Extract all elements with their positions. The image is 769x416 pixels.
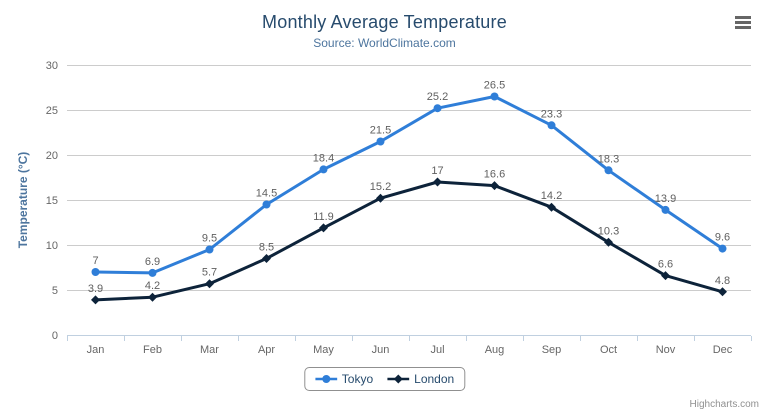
data-label: 4.2: [145, 280, 160, 292]
data-label: 4.8: [715, 275, 730, 287]
data-label: 11.9: [313, 211, 334, 223]
y-axis-tick-label: 10: [46, 240, 58, 252]
x-axis-label: Jun: [372, 344, 390, 356]
x-axis-label: Apr: [258, 344, 275, 356]
data-label: 3.9: [88, 283, 103, 295]
x-axis-label: Oct: [600, 344, 617, 356]
tokyo-data-point[interactable]: [718, 244, 727, 253]
data-label: 5.7: [202, 267, 217, 279]
data-label: 18.4: [313, 152, 334, 164]
tokyo-data-point[interactable]: [91, 268, 100, 276]
tokyo-data-point[interactable]: [433, 104, 442, 113]
x-axis-label: Mar: [200, 344, 219, 356]
data-label: 26.5: [484, 80, 505, 92]
london-series-line: [94, 180, 724, 302]
x-axis-label: Feb: [143, 344, 162, 356]
data-label: 13.9: [655, 193, 676, 205]
data-label: 15.2: [370, 181, 391, 193]
legend-label: London: [414, 372, 455, 386]
data-label: 14.5: [256, 188, 277, 200]
data-label: 9.5: [202, 233, 217, 245]
london-data-point[interactable]: [262, 254, 271, 263]
x-axis-label: Aug: [485, 344, 505, 356]
x-axis-label: Jan: [87, 344, 105, 356]
data-label: 14.2: [541, 190, 562, 202]
london-data-point[interactable]: [718, 287, 727, 297]
london-data-point[interactable]: [547, 202, 556, 212]
y-axis-tick-label: 30: [46, 60, 58, 72]
london-data-point[interactable]: [91, 295, 100, 305]
london-legend-marker-icon: [387, 374, 410, 384]
y-axis-tick-label: 25: [46, 105, 58, 117]
y-axis-tick-label: 15: [46, 195, 58, 207]
tokyo-data-point[interactable]: [376, 137, 385, 146]
data-label: 17: [431, 165, 443, 177]
tokyo-data-point[interactable]: [604, 166, 613, 175]
hamburger-icon: [735, 15, 751, 19]
tokyo-data-point[interactable]: [319, 165, 328, 174]
x-axis-label: Dec: [713, 344, 733, 356]
x-axis-label: Jul: [430, 344, 444, 356]
y-axis-tick-label: 5: [52, 285, 58, 297]
y-axis-title: Temperature (°C): [16, 152, 30, 249]
london-data-point[interactable]: [205, 279, 214, 289]
data-label: 9.6: [715, 232, 730, 244]
data-label: 25.2: [427, 91, 448, 103]
legend-item-london[interactable]: London: [387, 372, 454, 386]
data-label: 18.3: [598, 153, 619, 165]
data-label: 23.3: [541, 108, 562, 120]
credits-link[interactable]: Highcharts.com: [689, 399, 759, 410]
x-axis-label: Sep: [542, 344, 562, 356]
tokyo-legend-marker-icon: [314, 375, 337, 383]
tokyo-data-point[interactable]: [205, 245, 214, 254]
data-label: 21.5: [370, 125, 391, 137]
y-axis-tick-label: 20: [46, 150, 58, 162]
data-label: 6.6: [658, 259, 673, 271]
tokyo-data-point[interactable]: [148, 268, 157, 277]
y-axis-tick-label: 0: [52, 330, 58, 342]
tokyo-data-point[interactable]: [661, 205, 670, 214]
x-axis-label: May: [313, 344, 334, 356]
x-axis-label: Nov: [656, 344, 676, 356]
tokyo-data-point[interactable]: [547, 121, 556, 130]
tokyo-data-point[interactable]: [490, 92, 499, 101]
london-data-point[interactable]: [376, 193, 385, 203]
chart-subtitle: Source: WorldClimate.com: [313, 36, 456, 50]
legend: Tokyo London: [303, 367, 466, 391]
data-label: 10.3: [598, 225, 619, 237]
london-data-point[interactable]: [661, 271, 670, 281]
data-label: 7: [92, 255, 98, 267]
london-data-point[interactable]: [490, 181, 499, 191]
london-data-point[interactable]: [433, 177, 442, 187]
export-menu-button[interactable]: [733, 13, 753, 31]
london-data-point[interactable]: [319, 223, 328, 233]
legend-item-tokyo[interactable]: Tokyo: [314, 372, 374, 386]
london-data-point[interactable]: [604, 237, 613, 247]
london-data-point[interactable]: [148, 292, 157, 302]
legend-label: Tokyo: [341, 372, 374, 386]
chart-title: Monthly Average Temperature: [262, 12, 507, 32]
data-label: 6.9: [145, 256, 160, 268]
data-label: 8.5: [259, 242, 274, 254]
data-label: 16.6: [484, 169, 505, 181]
tokyo-data-point[interactable]: [262, 200, 271, 209]
tokyo-series-line: [94, 95, 724, 275]
